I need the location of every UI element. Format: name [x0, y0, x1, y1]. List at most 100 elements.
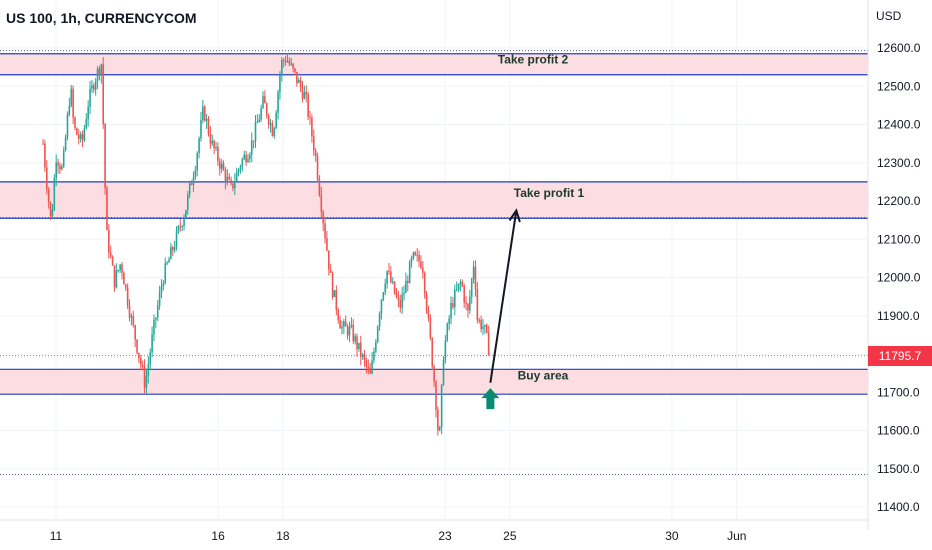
candle-body: [365, 359, 368, 367]
candle-body: [420, 261, 422, 268]
projection-arrow-head: [508, 208, 521, 223]
price-tick-label: 12400.0: [877, 118, 921, 132]
candle-body: [111, 256, 114, 266]
zone-box[interactable]: [0, 53, 868, 75]
candle-body: [77, 134, 80, 139]
candle-body: [254, 122, 257, 142]
price-tick-label: 11600.0: [877, 424, 920, 438]
price-tick-label: 11500.0: [877, 462, 920, 476]
candle-body: [376, 326, 379, 343]
candle-body: [209, 133, 212, 144]
candle-body: [474, 266, 477, 289]
candle-body: [156, 305, 159, 318]
projection-arrow-line[interactable]: [489, 210, 518, 383]
candle-body: [296, 71, 298, 83]
candle-body: [401, 294, 403, 308]
candle-body: [305, 92, 308, 95]
candle-body: [480, 319, 482, 329]
candle-body: [123, 272, 125, 285]
candle-body: [66, 114, 69, 138]
candle-body: [453, 289, 456, 308]
candle-body: [166, 262, 168, 264]
candle-body: [459, 281, 462, 284]
candle-body: [49, 202, 52, 217]
candle-body: [256, 122, 259, 124]
candle-body: [455, 289, 458, 291]
price-tick-label: 12000.0: [877, 271, 921, 285]
candle-body: [249, 154, 251, 160]
candle-body: [435, 381, 437, 410]
candle-body: [55, 162, 57, 179]
time-axis[interactable]: 11 16 18 23 25 30 Jun: [50, 529, 747, 543]
candle-body: [391, 281, 394, 283]
candle-body: [220, 163, 223, 169]
candle-body: [472, 266, 475, 280]
candle-body: [232, 183, 234, 189]
candle-body: [375, 342, 377, 352]
candle-body: [329, 269, 332, 273]
candle-body: [217, 146, 219, 161]
candle-body: [335, 290, 338, 311]
last-price-label: 11795.7: [868, 345, 932, 366]
candle-body: [202, 106, 204, 120]
candle-body: [234, 181, 236, 189]
candle-body: [175, 231, 178, 248]
candle-body: [461, 281, 464, 287]
candle-body: [164, 263, 167, 284]
zone-box[interactable]: [0, 181, 868, 219]
candle-body: [350, 324, 353, 327]
candle-body: [132, 316, 135, 326]
candle-body: [279, 75, 281, 93]
candle-body: [100, 64, 103, 76]
candle-body: [382, 292, 385, 300]
candle-body: [121, 264, 123, 273]
candle-body: [45, 167, 48, 190]
time-tick-label: 30: [665, 529, 679, 543]
candle-body: [198, 138, 200, 154]
candle-body: [352, 324, 355, 342]
candle-body: [344, 321, 347, 327]
candle-body: [153, 319, 155, 335]
candle-body: [70, 88, 73, 106]
candle-body: [303, 92, 306, 99]
drawings[interactable]: Take profit 2 Take profit 1 Buy area: [481, 53, 585, 410]
candle-body: [92, 85, 95, 90]
candle-body: [410, 257, 413, 263]
candle-body: [356, 336, 358, 350]
candle-body: [388, 271, 390, 273]
candle-body: [405, 280, 407, 293]
candle-body: [185, 210, 187, 218]
candle-body: [363, 354, 366, 360]
candle-body: [200, 119, 202, 139]
candle-body: [348, 326, 351, 336]
candle-body: [470, 279, 473, 297]
candle-body: [241, 159, 244, 167]
candle-body: [311, 117, 313, 137]
candle-body: [427, 310, 430, 318]
candle-body: [59, 165, 61, 170]
candle-body: [138, 352, 140, 359]
candle-body: [333, 290, 336, 298]
price-axis[interactable]: 12600.0 12500.0 12400.0 12300.0 12200.0 12100…: [877, 41, 921, 514]
candle-body: [437, 409, 439, 431]
candle-body: [85, 119, 88, 129]
candle-body: [373, 351, 375, 361]
candle-body: [297, 80, 300, 83]
candle-body: [102, 64, 104, 124]
candle-body: [247, 159, 249, 163]
candle-body: [288, 60, 291, 65]
dotted-levels: [0, 50, 868, 475]
candle-body: [384, 283, 387, 293]
candle-body: [128, 305, 131, 318]
candle-body: [269, 123, 272, 125]
candle-body: [141, 365, 144, 367]
zone-label-take-profit-2: Take profit 2: [498, 53, 569, 67]
price-axis-currency[interactable]: USD: [876, 9, 902, 23]
buy-arrow-icon[interactable]: [481, 388, 500, 410]
candle-body: [448, 318, 450, 324]
candle-body: [414, 252, 417, 255]
candle-body: [215, 146, 217, 149]
candle-body: [446, 323, 449, 341]
candle-body: [179, 226, 182, 228]
